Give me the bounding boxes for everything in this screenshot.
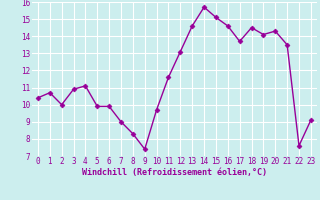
X-axis label: Windchill (Refroidissement éolien,°C): Windchill (Refroidissement éolien,°C) [82,168,267,177]
